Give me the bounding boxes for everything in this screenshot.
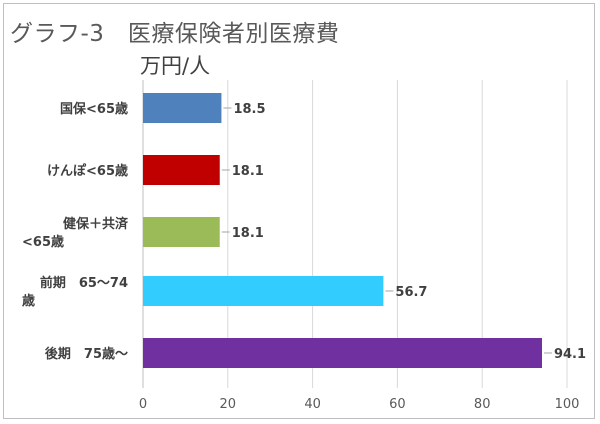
category-label: けんぽ<65歳	[47, 163, 128, 179]
bar-3	[143, 217, 220, 247]
category-label: 後期 75歳～	[45, 346, 128, 362]
category-label: <65歳	[22, 234, 64, 250]
x-tick-label: 20	[220, 397, 237, 412]
data-label-4: 56.7	[395, 285, 427, 300]
x-tick-label: 0	[139, 397, 147, 412]
bar-1	[143, 93, 222, 123]
category-label: 前期 65～74	[40, 275, 128, 291]
data-label-3: 18.1	[232, 226, 264, 241]
data-label-2: 18.1	[232, 164, 264, 179]
bar-2	[143, 155, 220, 185]
bar-5	[143, 338, 542, 368]
category-label: 歳	[22, 293, 35, 309]
chart-title: グラフ-3 医療保険者別医療費	[10, 21, 340, 47]
data-label-5: 94.1	[554, 347, 586, 362]
chart-unit-label: 万円/人	[140, 54, 211, 78]
data-label-1: 18.5	[233, 102, 265, 117]
bar-4	[143, 276, 384, 306]
x-tick-label: 60	[389, 397, 406, 412]
x-tick-label: 100	[555, 397, 580, 412]
x-tick-label: 40	[304, 397, 321, 412]
x-tick-label: 80	[474, 397, 491, 412]
category-label: 健保＋共済	[63, 216, 129, 232]
category-label: 国保<65歳	[60, 101, 128, 117]
